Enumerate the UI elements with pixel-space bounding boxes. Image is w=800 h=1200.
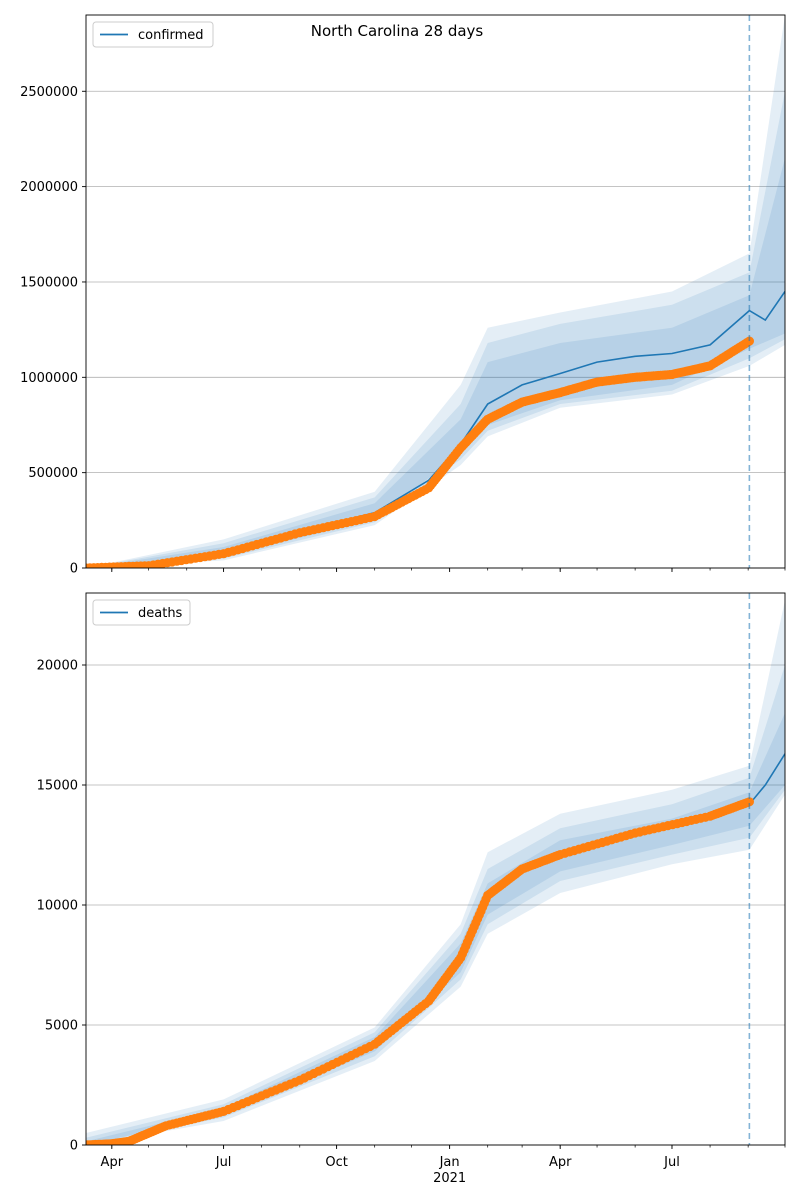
deaths-panel: 0 5000 10000 15000 20000 Apr Jul Oct Jan Apr Jul 20… xyxy=(37,592,786,1186)
x-tick-label: Apr xyxy=(101,1155,124,1170)
plot-area xyxy=(86,15,785,568)
observed-point xyxy=(744,797,755,807)
uncertainty-band-1 xyxy=(86,713,785,1145)
legend: deaths xyxy=(92,599,191,626)
axes-frame xyxy=(85,592,786,1146)
x-tick-label: Jul xyxy=(663,1155,680,1170)
uncertainty-band-3 xyxy=(86,600,785,1145)
y-tick-label: 2000000 xyxy=(20,180,78,195)
y-tick-label: 1000000 xyxy=(20,371,78,386)
y-tick-label: 500000 xyxy=(28,466,78,481)
x-tick-label: Jan xyxy=(439,1155,460,1170)
legend: confirmed xyxy=(92,21,214,48)
legend-label: deaths xyxy=(138,606,183,621)
legend-box xyxy=(92,21,214,48)
legend-box xyxy=(92,599,191,626)
observed-point xyxy=(744,336,755,346)
y-tick-label: 15000 xyxy=(37,779,78,794)
x-tick-label: Jul xyxy=(215,1155,232,1170)
uncertainty-band-3 xyxy=(86,15,785,568)
figure-title: North Carolina 28 days xyxy=(311,22,484,40)
confirmed-panel: 0 500000 1000000 1500000 2000000 2500000 confi… xyxy=(20,14,786,577)
x-tick-label: Oct xyxy=(325,1155,347,1170)
y-tick-label: 10000 xyxy=(37,899,78,914)
y-tick-label: 1500000 xyxy=(20,275,78,290)
plot-area xyxy=(86,600,785,1145)
y-tick-label: 0 xyxy=(70,562,78,577)
axes-frame xyxy=(85,14,786,569)
x-year-label: 2021 xyxy=(433,1171,466,1186)
legend-label: confirmed xyxy=(138,28,204,43)
y-tick-label: 0 xyxy=(70,1139,78,1154)
y-tick-label: 2500000 xyxy=(20,85,78,100)
uncertainty-band-1 xyxy=(86,158,785,568)
y-tick-label: 20000 xyxy=(37,659,78,674)
y-tick-label: 5000 xyxy=(45,1019,78,1034)
x-tick-label: Apr xyxy=(549,1155,572,1170)
